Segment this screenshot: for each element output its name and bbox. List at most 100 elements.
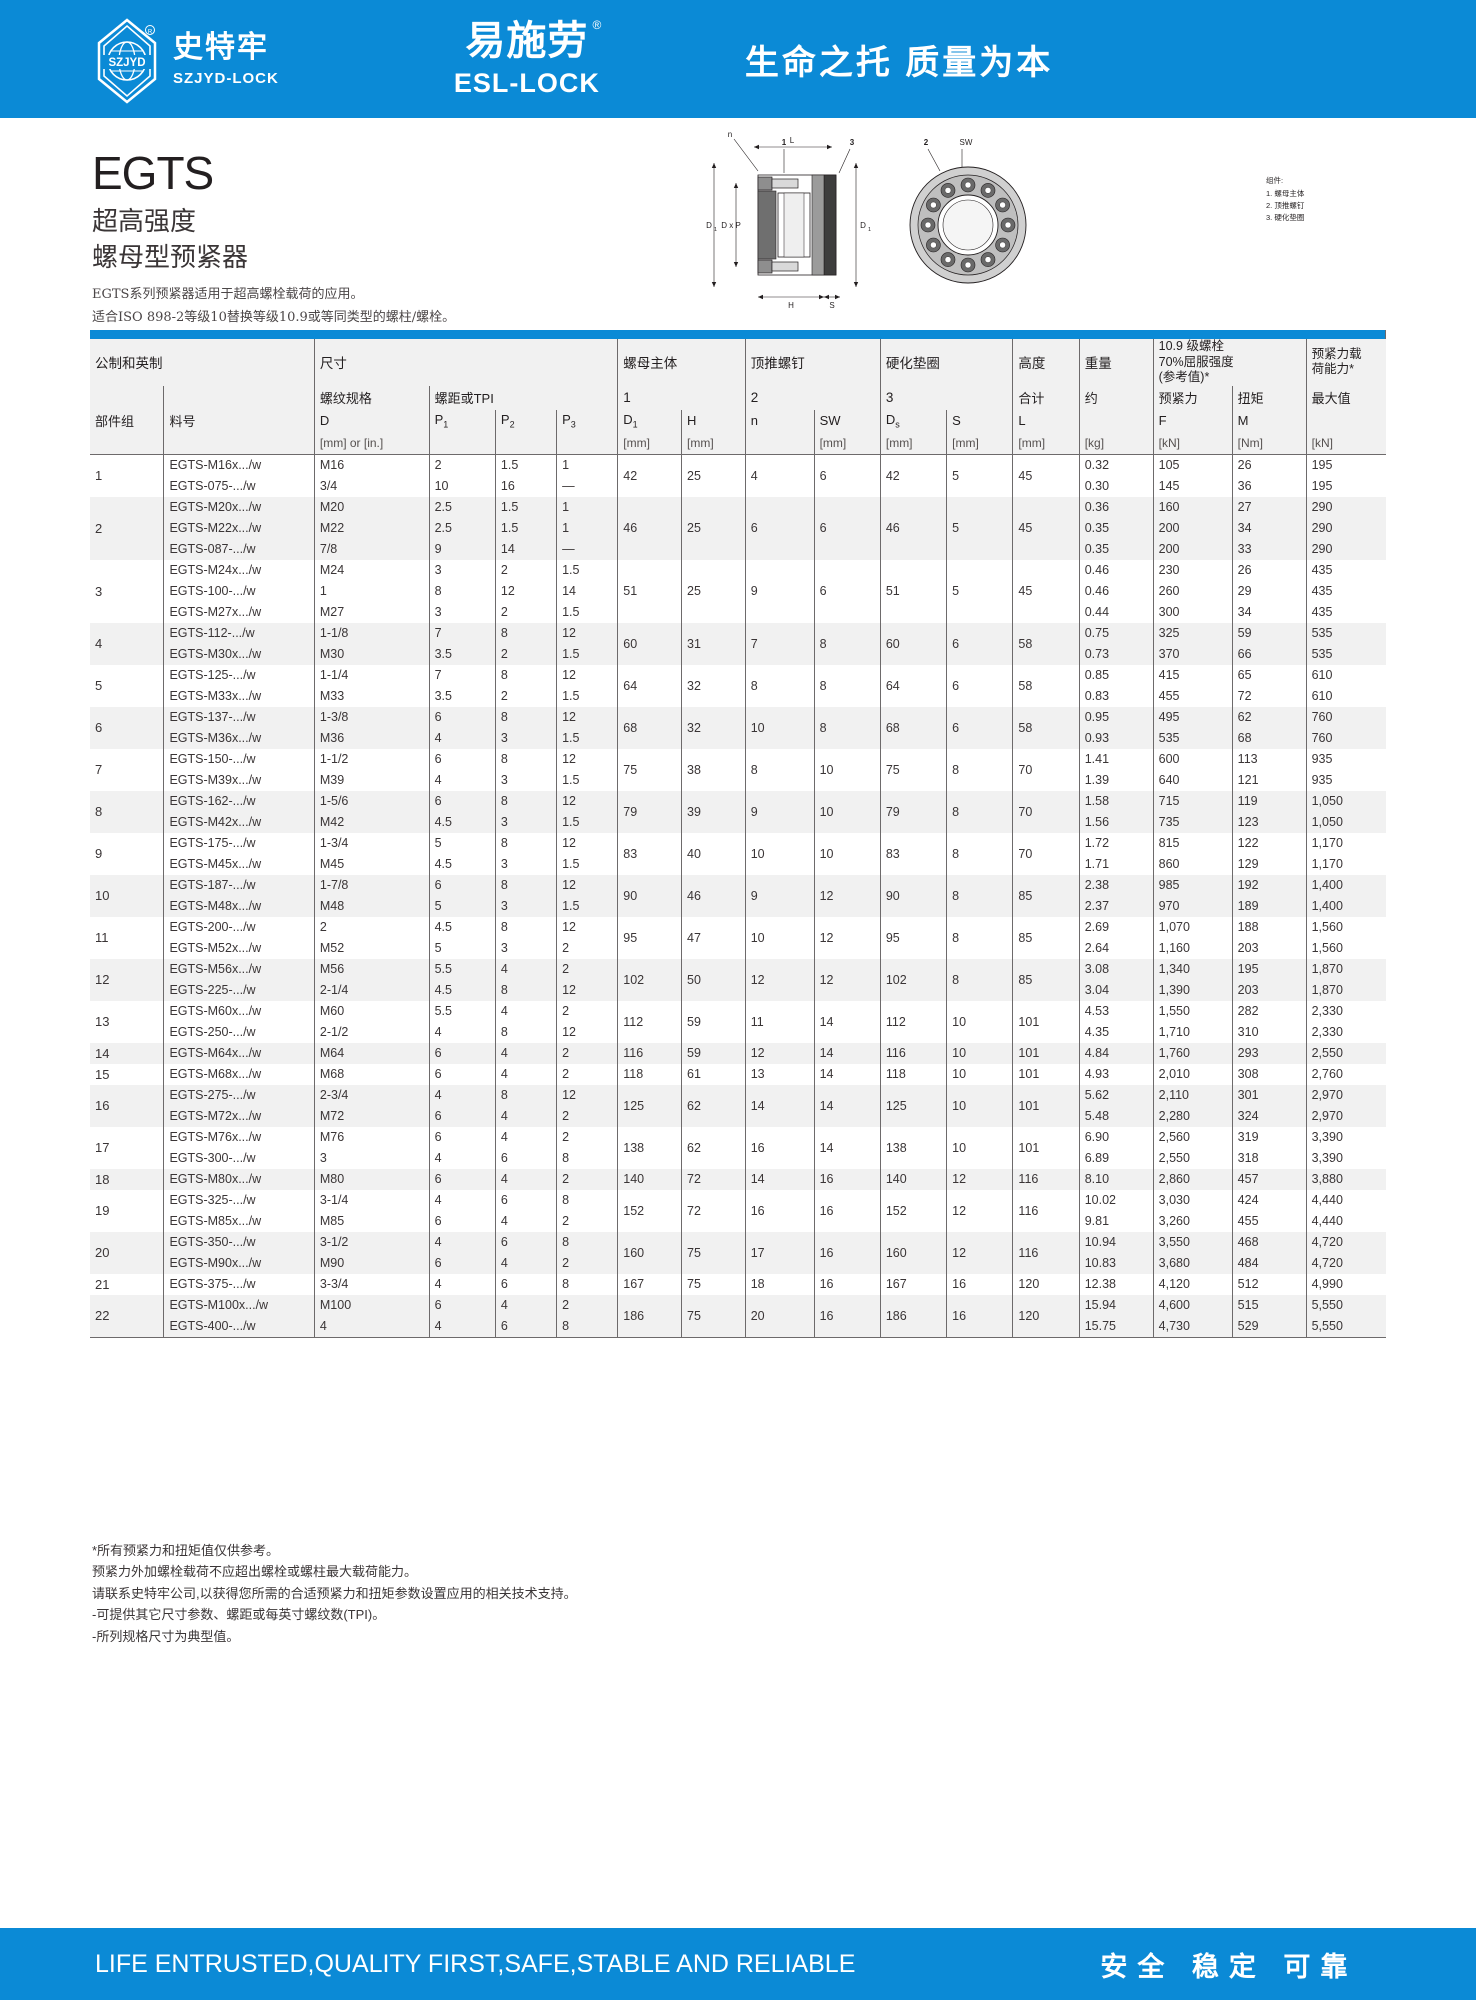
cell-S: 10 (946, 1084, 1014, 1127)
cell-S: 5 (946, 559, 1014, 623)
cell-weight: 0.85 (1079, 664, 1154, 686)
cell-P2: 4 (495, 1126, 558, 1148)
cell-S: 5 (946, 454, 1014, 497)
cell-max-capacity: 4,990 (1306, 1273, 1386, 1295)
cell-P1: 9 (429, 538, 496, 560)
cell-weight: 0.83 (1079, 685, 1154, 707)
table-row: 2 EGTS-M20x.../w M20 2.5 1.5 1 46 25 6 6 46 5 45 0.36… (90, 496, 1386, 560)
cell-H: 72 (681, 1168, 746, 1190)
cell-P3: 12 (556, 706, 619, 728)
table-row: EGTS-075-.../w 3/4 10 16— 0.30 145 36 195 (90, 475, 1386, 497)
sym-Ds: Ds (880, 409, 948, 432)
unit-weight: [kg] (1079, 431, 1154, 455)
cell-P3: 12 (556, 832, 619, 854)
cell-part-no: EGTS-M85x.../w (163, 1210, 315, 1232)
sub-nut-num: 1 (617, 385, 746, 410)
cell-L: 58 (1012, 706, 1080, 749)
cell-Ds: 118 (880, 1063, 948, 1085)
cell-D1: 118 (617, 1063, 682, 1085)
cell-max-capacity: 935 (1306, 748, 1386, 770)
cell-P1: 5.5 (429, 958, 496, 980)
product-title-block: EGTS 超高强度 螺母型预紧器 EGTS系列预紧器适用于超高螺栓载荷的应用。 … (92, 150, 712, 330)
cell-torque-M: 119 (1232, 790, 1307, 812)
cell-Ds: 116 (880, 1042, 948, 1064)
cell-thread-D: M22 (314, 517, 430, 539)
cell-SW: 8 (814, 664, 881, 707)
cell-SW: 16 (814, 1294, 881, 1338)
cell-preload-F: 300 (1153, 601, 1233, 623)
cell-thread-D: M100 (314, 1294, 430, 1316)
table-row: 1 EGTS-M16x.../w M16 2 1.5 1 42 25 4 6 42 5 45 0.32 10… (90, 454, 1386, 497)
cell-torque-M: 195 (1232, 958, 1307, 980)
cell-P3: 14 (556, 580, 619, 602)
cell-SW: 14 (814, 1063, 881, 1085)
cell-n: 6 (745, 496, 815, 560)
cell-part-group: 21 (90, 1273, 165, 1295)
cell-max-capacity: 2,550 (1306, 1042, 1386, 1064)
cell-preload-F: 3,260 (1153, 1210, 1233, 1232)
unit-S: [mm] (946, 431, 1014, 455)
sym-D1: D1 (617, 409, 682, 432)
cell-P2: 8 (495, 916, 558, 938)
table-row: 19 EGTS-325-.../w 3-1/4 4 6 8 152 72 16 16 152 12 11… (90, 1189, 1386, 1232)
cell-thread-D: M20 (314, 496, 430, 518)
table-row: 16 EGTS-275-.../w 2-3/4 4 8 12 125 62 14 14 125 10 1… (90, 1084, 1386, 1127)
table-group-header-row: 公制和英制 尺寸 螺母主体 顶推螺钉 硬化垫圈 高度 重量 10.9 级螺栓 7… (90, 339, 1386, 386)
cell-P3: 2 (556, 1168, 619, 1190)
cell-thread-D: M68 (314, 1063, 430, 1085)
unit-P3 (556, 431, 619, 455)
cell-P1: 6 (429, 1105, 496, 1127)
cell-P2: 1.5 (495, 517, 558, 539)
cell-P3: 2 (556, 1210, 619, 1232)
cell-max-capacity: 535 (1306, 643, 1386, 665)
cell-preload-F: 2,010 (1153, 1063, 1233, 1085)
cell-torque-M: 72 (1232, 685, 1307, 707)
cell-n: 20 (745, 1294, 815, 1338)
cell-preload-F: 985 (1153, 874, 1233, 896)
cell-torque-M: 301 (1232, 1084, 1307, 1106)
cell-max-capacity: 610 (1306, 685, 1386, 707)
cell-P1: 2 (429, 454, 496, 476)
cell-H: 46 (681, 874, 746, 917)
cell-P2: 4 (495, 1042, 558, 1064)
cell-part-no: EGTS-075-.../w (163, 475, 315, 497)
dim-label-DxP: D x P (721, 221, 741, 230)
table-row: 14 EGTS-M64x.../w M64 6 4 2 116 59 12 14 116 10 101 4… (90, 1042, 1386, 1064)
cell-S: 6 (946, 622, 1014, 665)
cell-torque-M: 484 (1232, 1252, 1307, 1274)
table-row: EGTS-M22x.../w M22 2.5 1.5 1 0.35 200 34 290 (90, 517, 1386, 539)
cell-weight: 0.44 (1079, 601, 1154, 623)
cell-preload-F: 715 (1153, 790, 1233, 812)
sym-part-group: 部件组 (90, 409, 165, 432)
legend-item-1: 1. 螺母主体 (1266, 188, 1305, 198)
cell-max-capacity: 2,330 (1306, 1021, 1386, 1043)
cell-P2: 8 (495, 979, 558, 1001)
cell-P2: 3 (495, 811, 558, 833)
cell-S: 16 (946, 1273, 1014, 1295)
cell-Ds: 112 (880, 1000, 948, 1043)
cell-torque-M: 68 (1232, 727, 1307, 749)
table-row: EGTS-M39x.../w M39 4 3 1.5 1.39 640 121 935 (90, 769, 1386, 791)
cell-weight: 15.94 (1079, 1294, 1154, 1316)
cell-preload-F: 1,160 (1153, 937, 1233, 959)
cell-D1: 167 (617, 1273, 682, 1295)
footnotes: *所有预紧力和扭矩值仅供参考。 预紧力外加螺栓载荷不应超出螺栓或螺柱最大载荷能力… (92, 1540, 992, 1647)
cell-P3: — (556, 475, 619, 497)
cell-Ds: 79 (880, 790, 948, 833)
cell-part-group: 16 (90, 1084, 165, 1127)
logo-wordmark: SZJYD (108, 57, 145, 69)
cell-weight: 3.08 (1079, 958, 1154, 980)
cell-n: 16 (745, 1126, 815, 1169)
footnote-1: *所有预紧力和扭矩值仅供参考。 (92, 1543, 280, 1558)
cell-part-group: 15 (90, 1063, 165, 1085)
cell-weight: 4.53 (1079, 1000, 1154, 1022)
footnote-5: -所列规格尺寸为典型值。 (92, 1628, 240, 1644)
cell-max-capacity: 3,390 (1306, 1147, 1386, 1169)
cell-thread-D: M36 (314, 727, 430, 749)
brand-mid: 易施劳 ® ESL-LOCK (454, 19, 602, 97)
cell-P2: 3 (495, 937, 558, 959)
cell-n: 13 (745, 1063, 815, 1085)
cell-P3: 2 (556, 958, 619, 980)
cell-max-capacity: 4,720 (1306, 1252, 1386, 1274)
cell-H: 39 (681, 790, 746, 833)
